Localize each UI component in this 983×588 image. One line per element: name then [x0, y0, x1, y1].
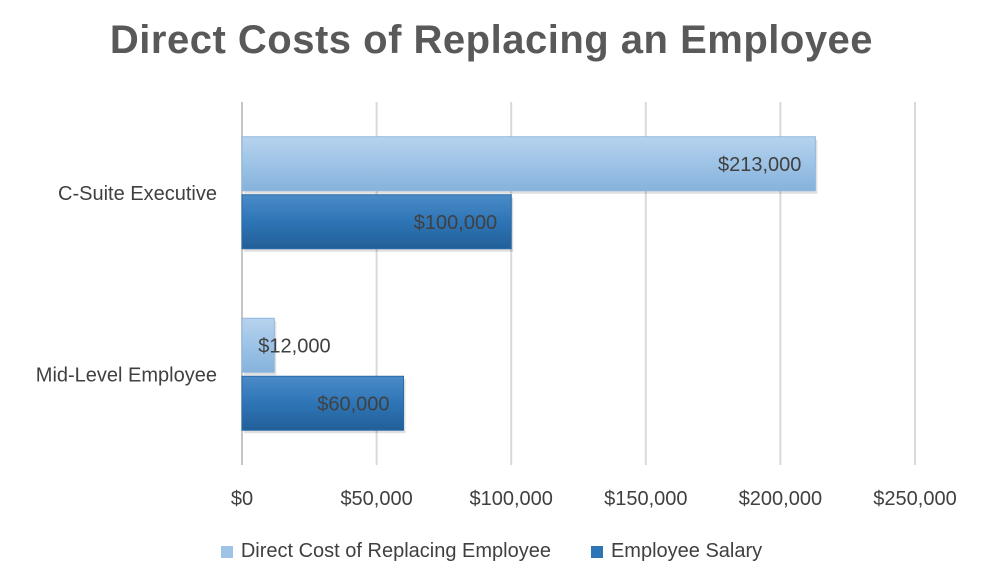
legend-swatch [220, 545, 233, 558]
legend-swatch [590, 545, 603, 558]
x-tick-label: $0 [231, 488, 253, 510]
legend-label: Employee Salary [610, 540, 763, 562]
bar [241, 317, 275, 373]
legend-label: Direct Cost of Replacing Employee [240, 540, 551, 562]
legend-item: Employee Salary [590, 540, 763, 563]
chart-title: Direct Costs of Replacing an Employee [109, 18, 874, 62]
x-tick-label: $250,000 [873, 488, 956, 510]
legend-item: Direct Cost of Replacing Employee [220, 540, 551, 563]
data-label: $100,000 [414, 212, 497, 234]
data-label: $60,000 [317, 393, 389, 415]
category-label: Mid-Level Employee [36, 364, 217, 386]
bar [241, 375, 405, 431]
data-label: $12,000 [258, 335, 330, 357]
data-label: $213,000 [718, 154, 801, 176]
legend: Direct Cost of Replacing Employee Employe… [0, 540, 983, 563]
x-tick-label: $150,000 [604, 488, 687, 510]
x-tick-label: $200,000 [739, 488, 822, 510]
category-label: C-Suite Executive [58, 183, 217, 205]
bar [241, 136, 816, 192]
bar [241, 194, 512, 250]
x-tick-label: $50,000 [340, 488, 412, 510]
x-tick-label: $100,000 [469, 488, 552, 510]
